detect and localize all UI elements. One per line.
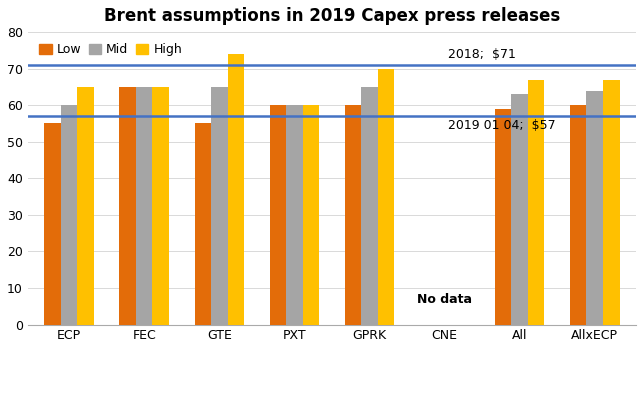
- Bar: [495, 109, 511, 325]
- Bar: [136, 87, 152, 325]
- Bar: [511, 94, 528, 325]
- Bar: [586, 91, 603, 325]
- Bar: [152, 87, 169, 325]
- Bar: [603, 79, 620, 325]
- Bar: [211, 87, 228, 325]
- Bar: [228, 54, 244, 325]
- Bar: [303, 105, 319, 325]
- Bar: [269, 105, 286, 325]
- Bar: [77, 87, 94, 325]
- Bar: [286, 105, 303, 325]
- Bar: [195, 123, 211, 325]
- Bar: [361, 87, 377, 325]
- Bar: [345, 105, 361, 325]
- Bar: [61, 105, 77, 325]
- Bar: [377, 69, 394, 325]
- Text: 2019 01 04;  $57: 2019 01 04; $57: [448, 119, 556, 132]
- Bar: [528, 79, 545, 325]
- Legend: Low, Mid, High: Low, Mid, High: [34, 38, 187, 61]
- Bar: [570, 105, 586, 325]
- Text: No data: No data: [417, 293, 472, 306]
- Text: 2018;  $71: 2018; $71: [448, 48, 516, 61]
- Bar: [44, 123, 61, 325]
- Bar: [120, 87, 136, 325]
- Title: Brent assumptions in 2019 Capex press releases: Brent assumptions in 2019 Capex press re…: [104, 7, 560, 25]
